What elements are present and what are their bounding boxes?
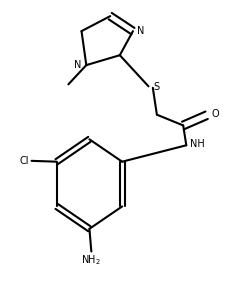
Text: N: N [137, 25, 144, 35]
Text: N: N [74, 59, 81, 69]
Text: S: S [154, 82, 160, 92]
Text: Cl: Cl [19, 156, 29, 166]
Text: NH: NH [190, 139, 204, 149]
Text: O: O [212, 109, 219, 119]
Text: NH$_2$: NH$_2$ [81, 253, 101, 267]
